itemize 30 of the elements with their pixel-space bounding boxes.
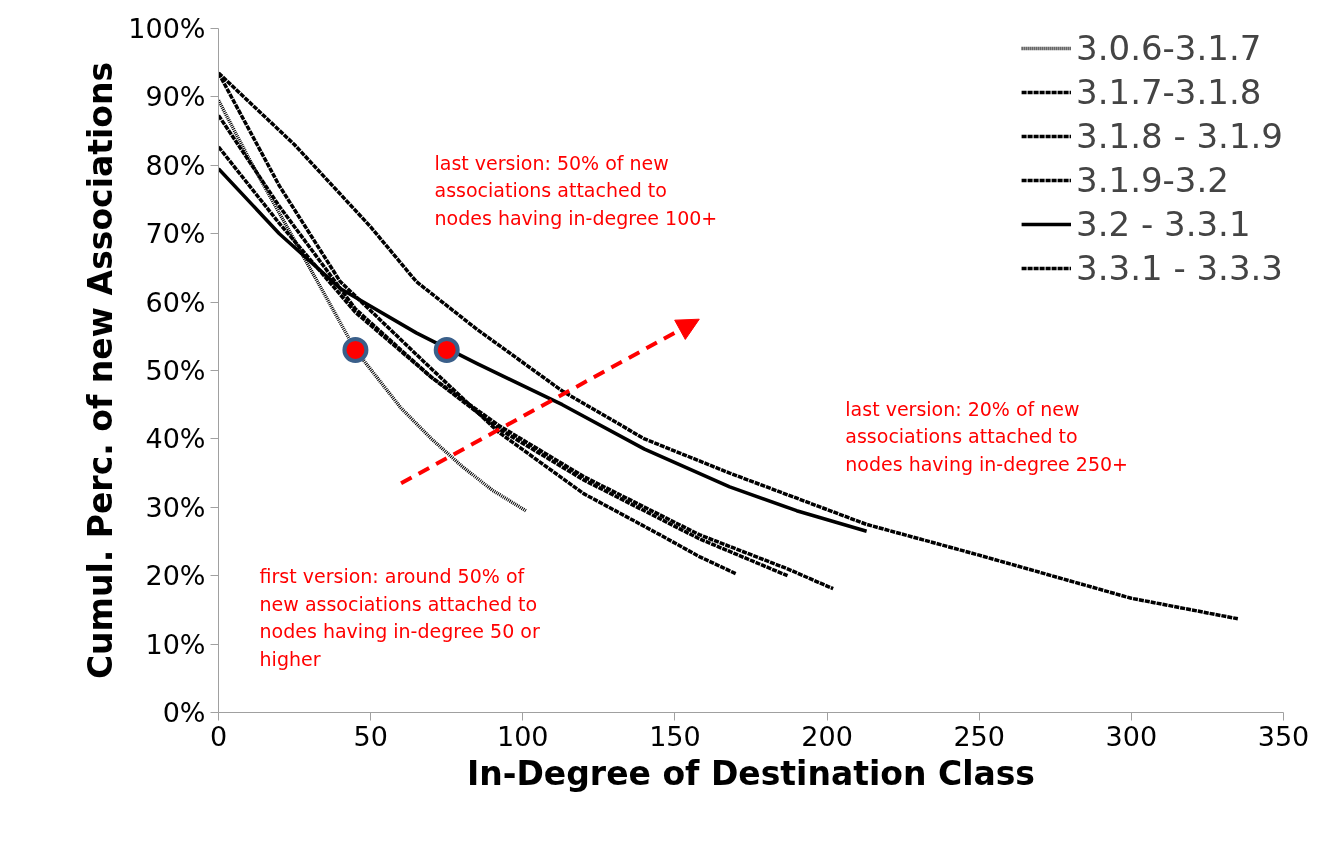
y-axis-title: Cumul. Perc. of new Associations xyxy=(81,61,121,680)
y-tick-label: 0% xyxy=(162,697,206,728)
y-tick-label: 30% xyxy=(145,491,206,523)
y-tick-label: 60% xyxy=(145,286,206,318)
x-tick-label: 0 xyxy=(209,720,228,752)
x-tick-label: 200 xyxy=(801,720,853,752)
y-tick-label: 10% xyxy=(145,628,206,660)
x-tick-label: 350 xyxy=(1257,720,1310,752)
legend-label: 3.0.6-3.1.7 xyxy=(1076,28,1262,68)
y-tick-label: 50% xyxy=(145,355,206,386)
annotation: last version: 20% of new associations attached to nodes having in-degree 250+ xyxy=(845,397,1129,475)
legend-label: 3.1.8 - 3.1.9 xyxy=(1076,116,1283,156)
y-tick-label: 100% xyxy=(128,13,206,44)
y-tick-label: 40% xyxy=(145,423,206,455)
x-tick-label: 50 xyxy=(353,720,388,752)
legend-label: 3.2 - 3.3.1 xyxy=(1076,204,1251,244)
annotation: last version: 50% of new associations attached to nodes having in-degree 100+ xyxy=(434,151,718,229)
annotation: first version: around 50% of new associations attached to nodes having in-degree 50 or higher xyxy=(259,565,540,670)
x-tick-label: 300 xyxy=(1105,720,1158,752)
legend-label: 3.3.1 - 3.3.3 xyxy=(1076,248,1283,288)
x-tick-label: 150 xyxy=(649,720,701,752)
y-tick-label: 80% xyxy=(145,149,206,181)
legend-label: 3.1.7-3.1.8 xyxy=(1076,72,1262,112)
y-tick-label: 70% xyxy=(145,218,206,250)
x-tick-label: 100 xyxy=(497,720,549,752)
x-tick-label: 250 xyxy=(953,720,1005,752)
y-tick-label: 90% xyxy=(145,81,206,113)
y-tick-label: 20% xyxy=(145,560,206,592)
x-axis-title: In-Degree of Destination Class xyxy=(467,753,1035,793)
legend-label: 3.1.9-3.2 xyxy=(1076,160,1229,200)
